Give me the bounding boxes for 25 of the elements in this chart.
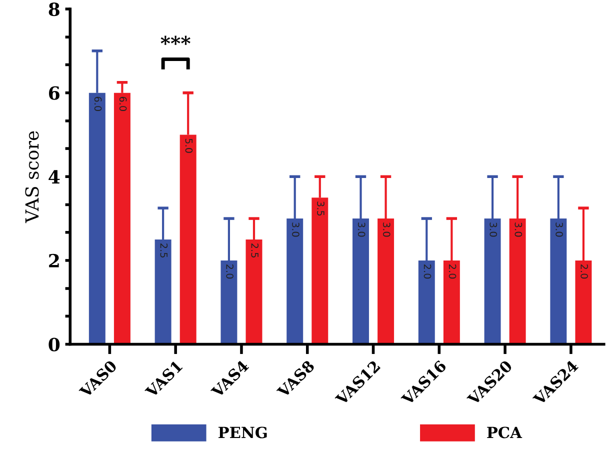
data-label: 3.0 [382,222,390,237]
data-label: 3.5 [317,202,324,216]
data-label: 2.0 [226,264,234,279]
y-tick-label: 4 [48,170,60,184]
data-label: 3.0 [556,222,563,237]
legend-label: PCA [487,426,522,438]
data-label: 3.0 [514,222,522,237]
y-tick-label: 2 [49,254,59,268]
data-label: 3.0 [292,222,300,237]
y-axis-title: VAS score [25,131,39,224]
legend-label: PENG [218,426,267,438]
data-label: 3.0 [358,222,366,237]
data-label: 2.0 [580,264,588,279]
data-label: 3.0 [490,222,498,237]
data-label: 2.5 [160,244,168,258]
y-tick-label: 6 [49,86,60,100]
data-label: 5.0 [185,138,193,153]
data-label: 2.0 [424,264,432,279]
y-tick-label: 8 [48,2,60,16]
data-label: 2.5 [251,244,259,258]
annotation: *** [160,36,190,45]
data-label: 6.0 [94,96,102,111]
y-tick-label: 0 [48,338,60,352]
data-label: 6.0 [119,96,127,111]
data-label: 2.0 [448,264,456,279]
